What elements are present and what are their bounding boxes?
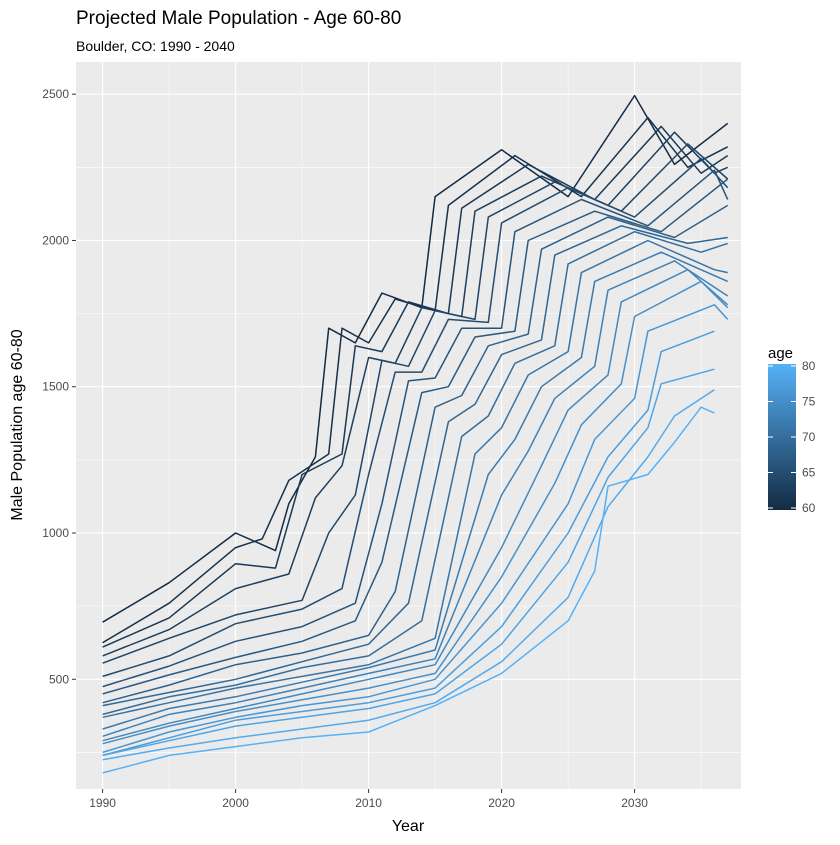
series-line-age-63	[102, 131, 729, 657]
series-lines	[102, 94, 729, 774]
gridlines	[76, 62, 741, 789]
legend-tick-label: 70	[802, 430, 816, 444]
x-tick-label: 1990	[89, 796, 116, 810]
legend-tick-label: 80	[802, 359, 816, 373]
series-line-age-77	[102, 330, 715, 757]
legend-ticks: 60 65 70 75 80	[768, 359, 816, 515]
y-tick-label: 2000	[42, 233, 69, 247]
legend-title: age	[768, 345, 793, 362]
x-axis: 1990 2000 2010 2020 2030	[89, 789, 648, 810]
chart-subtitle: Boulder, CO: 1990 - 2040	[76, 38, 235, 54]
series-line-age-76	[102, 304, 729, 754]
series-line-age-67	[102, 178, 729, 695]
series-line-age-69	[102, 225, 728, 707]
legend-tick-label: 65	[802, 466, 816, 480]
series-line-age-66	[102, 169, 729, 688]
series-line-age-78	[102, 368, 715, 757]
legend-tick-label: 60	[802, 501, 816, 515]
series-line-age-79	[102, 389, 715, 761]
y-tick-label: 1500	[42, 380, 69, 394]
series-line-age-72	[102, 251, 729, 730]
series-line-age-70	[102, 230, 728, 716]
x-axis-title: Year	[392, 818, 425, 835]
series-line-age-74	[102, 268, 729, 742]
series-line-age-80	[102, 406, 715, 774]
x-tick-label: 2020	[488, 796, 515, 810]
x-tick-label: 2010	[355, 796, 382, 810]
series-line-age-73	[102, 260, 729, 738]
y-tick-label: 1000	[42, 526, 69, 540]
x-tick-label: 2000	[222, 796, 249, 810]
y-tick-label: 500	[49, 672, 69, 686]
series-line-age-71	[102, 239, 728, 719]
series-line-age-61	[102, 116, 729, 644]
series-line-age-68	[102, 204, 729, 704]
plot-panel	[76, 62, 741, 789]
series-line-age-65	[102, 157, 729, 678]
chart-title: Projected Male Population - Age 60-80	[76, 8, 401, 29]
legend-tick-label: 75	[802, 395, 816, 409]
series-line-age-62	[102, 125, 729, 648]
series-line-age-75	[102, 280, 729, 745]
y-axis-title: Male Population age 60-80	[9, 329, 26, 520]
y-axis: 500 1000 1500 2000 2500	[42, 87, 76, 686]
x-tick-label: 2030	[621, 796, 648, 810]
y-tick-label: 2500	[42, 87, 69, 101]
